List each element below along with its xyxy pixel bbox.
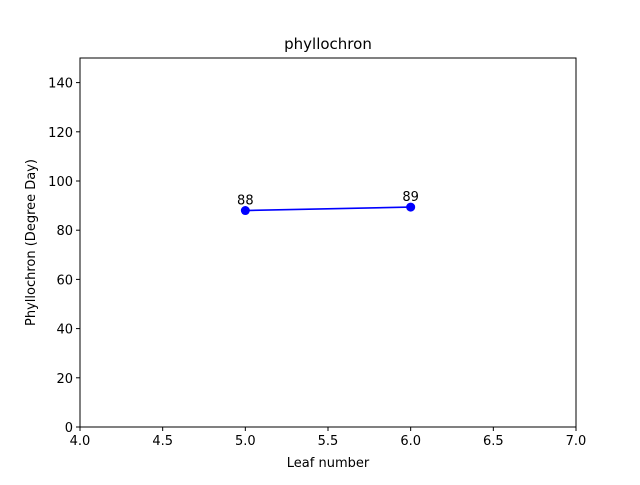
data-point [240, 206, 250, 216]
y-tick-label: 140 [48, 77, 73, 92]
x-tick-label: 6.5 [483, 434, 504, 449]
y-tick-label: 20 [56, 372, 73, 387]
y-axis-label: Phyllochron (Degree Day) [24, 159, 39, 326]
y-tick-label: 120 [48, 126, 73, 141]
y-tick-label: 0 [65, 421, 73, 436]
x-tick-label: 6.0 [400, 434, 421, 449]
plot-area: 88 89 [237, 190, 419, 216]
x-tick-label: 4.5 [152, 434, 173, 449]
series-line [245, 206, 411, 212]
y-tick-label: 40 [56, 323, 73, 338]
x-tick-label: 5.0 [235, 434, 256, 449]
x-tick-label: 7.0 [566, 434, 587, 449]
data-point [406, 202, 416, 212]
data-label: 89 [402, 190, 419, 205]
y-tick-label: 100 [48, 175, 73, 190]
y-tick-label: 80 [56, 224, 73, 239]
axis-ticks: 4.0 4.5 5.0 5.5 6.0 6.5 7.0 0 20 40 60 80 100 120 140 [48, 77, 586, 449]
y-tick-label: 60 [56, 273, 73, 288]
data-label: 88 [237, 194, 254, 209]
x-tick-label: 5.5 [318, 434, 339, 449]
x-tick-label: 4.0 [70, 434, 91, 449]
x-axis-label: Leaf number [287, 456, 370, 471]
chart-title: phyllochron [284, 35, 372, 53]
